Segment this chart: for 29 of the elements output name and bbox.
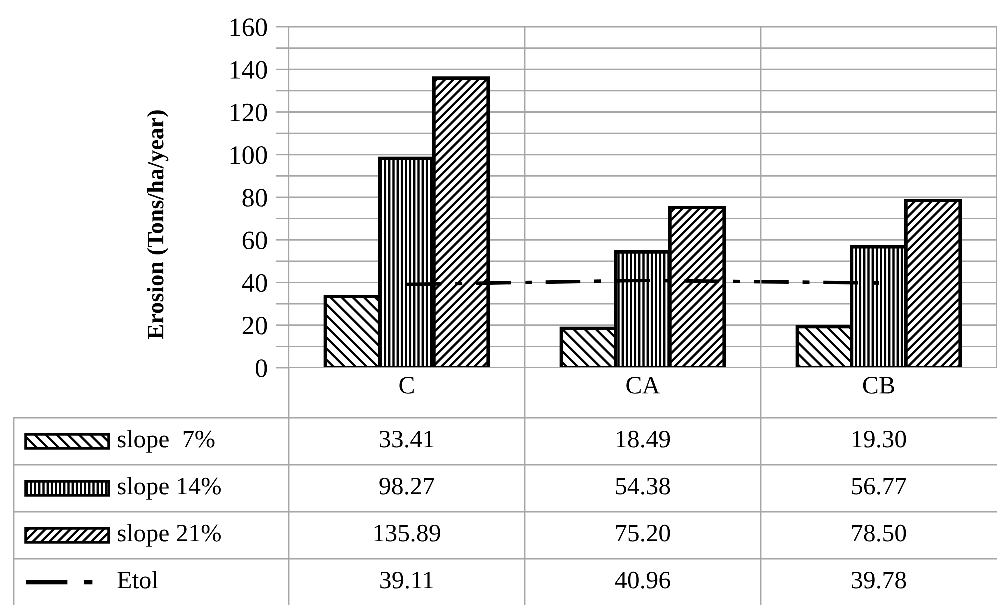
- data-label: 40.96: [615, 572, 670, 589]
- y-tick-label: 100: [230, 146, 268, 164]
- legend-label: slope 7%: [118, 430, 215, 453]
- data-label: 39.78: [852, 572, 906, 589]
- y-tick-label: 0: [256, 360, 268, 378]
- y-tick-label: 60: [242, 232, 268, 250]
- y-tick-label: 140: [230, 61, 268, 80]
- x-tick-label: CB: [863, 377, 894, 394]
- data-label: 19.30: [853, 430, 906, 448]
- data-label: 39.11: [380, 572, 434, 589]
- data-label: 98.27: [380, 478, 434, 495]
- data-label: 75.20: [616, 524, 670, 542]
- legend-label: slope 21%: [118, 524, 221, 547]
- legend-label: slope 14%: [118, 477, 221, 500]
- data-label: 33.41: [380, 430, 434, 448]
- x-tick-label: CA: [626, 377, 660, 394]
- legend-label: Etol: [118, 571, 158, 589]
- y-tick-label: 160: [230, 18, 268, 36]
- y-tick-label: 20: [242, 316, 268, 335]
- data-label: 135.89: [374, 524, 440, 542]
- data-label: 56.77: [852, 478, 906, 495]
- x-tick-label: C: [400, 377, 414, 394]
- data-label: 54.38: [616, 478, 670, 495]
- y-tick-label: 80: [242, 189, 268, 207]
- y-axis-title: Erosion (Tons/ha/year): [147, 110, 169, 340]
- data-label: 78.50: [852, 524, 906, 542]
- data-label: 18.49: [617, 430, 670, 448]
- y-tick-label: 40: [242, 274, 268, 292]
- y-tick-label: 120: [230, 104, 268, 122]
